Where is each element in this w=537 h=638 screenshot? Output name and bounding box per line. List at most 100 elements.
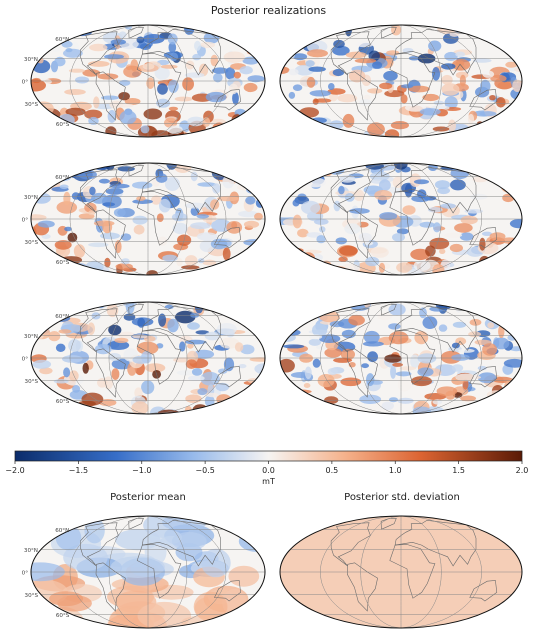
realization-blob xyxy=(218,263,238,272)
coastline xyxy=(128,303,144,316)
coastline xyxy=(330,31,371,76)
realization-blob xyxy=(395,371,412,377)
realization-blob xyxy=(246,48,259,55)
realization-blob xyxy=(247,172,263,187)
realization-blob xyxy=(249,302,265,308)
realization-blob xyxy=(167,125,183,134)
realization-blob xyxy=(392,233,405,242)
realization-blob xyxy=(333,39,345,49)
realization-blob xyxy=(136,341,159,355)
realization-blob xyxy=(132,334,148,339)
realization-blob xyxy=(301,30,314,39)
realization-blob xyxy=(487,322,495,329)
realization-blob xyxy=(513,184,522,191)
realization-blob xyxy=(123,65,142,78)
realization-blob xyxy=(68,370,79,382)
realization-blob xyxy=(496,97,506,108)
realization-blob xyxy=(184,255,198,267)
meridian xyxy=(400,25,482,137)
realization-blob xyxy=(98,178,110,184)
realization-blob xyxy=(59,184,69,190)
meridian xyxy=(400,163,482,275)
realization-blob xyxy=(297,228,309,238)
realization-blob xyxy=(194,40,201,51)
realization-blob xyxy=(348,69,366,83)
realization-blob xyxy=(68,339,81,352)
realization-blob xyxy=(159,198,171,213)
coastline xyxy=(469,89,498,111)
realization-blob xyxy=(460,215,478,225)
realization-blob xyxy=(31,171,37,180)
realization-blob xyxy=(515,26,522,32)
mean-blob xyxy=(228,565,260,587)
realization-blob xyxy=(344,223,361,235)
realization-blob xyxy=(303,383,311,388)
realization-blob xyxy=(200,268,209,275)
realization-blob xyxy=(93,96,100,109)
realization-blob xyxy=(143,34,165,44)
realization-blob xyxy=(332,68,345,77)
realization-blob xyxy=(405,103,426,112)
lat-label: 30°S xyxy=(25,102,39,108)
realization-blob xyxy=(187,343,194,349)
realization-blob xyxy=(479,302,495,308)
realization-blob xyxy=(379,212,398,221)
realization-blob xyxy=(282,104,289,118)
realization-blob xyxy=(281,25,293,38)
realization-blob xyxy=(328,83,335,90)
realization-blob xyxy=(107,340,130,350)
realization-blob xyxy=(38,312,50,327)
meridian xyxy=(360,163,402,275)
realization-blob xyxy=(361,363,369,369)
realization-blob xyxy=(185,359,198,369)
mean-blob xyxy=(234,516,265,533)
realization-blob xyxy=(280,163,296,169)
lat-label: 30°S xyxy=(25,379,39,385)
realization-blob xyxy=(511,390,522,405)
realization-blob xyxy=(449,31,460,37)
realization-blob xyxy=(105,188,124,195)
realization-blob xyxy=(469,406,481,414)
coastline xyxy=(141,305,221,353)
realization-blob xyxy=(114,103,134,108)
realization-blob xyxy=(499,391,515,403)
realization-blob xyxy=(353,189,365,202)
realization-blob xyxy=(31,173,38,180)
realization-blob xyxy=(292,84,303,91)
realization-blob xyxy=(359,394,382,404)
realization-blob xyxy=(88,242,109,248)
realization-blob xyxy=(427,207,443,213)
realization-blob xyxy=(229,266,241,271)
realization-blob xyxy=(392,176,403,188)
map-outline xyxy=(30,24,266,138)
realization-blob xyxy=(158,313,167,327)
realization-blob xyxy=(342,113,355,128)
realization-blob xyxy=(64,226,72,232)
realization-blob xyxy=(246,394,264,408)
realization-blob xyxy=(245,253,254,260)
meridian xyxy=(400,302,442,414)
realization-blob xyxy=(504,252,520,257)
realization-blob xyxy=(243,82,258,93)
realization-blob xyxy=(467,132,475,137)
realization-blob xyxy=(219,337,240,349)
realization-blob xyxy=(292,199,300,207)
realization-blob xyxy=(162,254,178,262)
colorbar-label: mT xyxy=(262,477,275,486)
realization-blob xyxy=(119,110,137,125)
lat-label: 30°N xyxy=(24,195,38,201)
realization-blob xyxy=(386,50,400,56)
map-outline xyxy=(30,162,266,276)
map-panel-1: 60°N 30°N 0° 30°S 60°S xyxy=(22,24,266,138)
realization-blob xyxy=(248,163,265,170)
realization-blob xyxy=(422,316,438,329)
coastline xyxy=(469,366,498,388)
meridian xyxy=(147,516,227,628)
realization-blob xyxy=(508,105,519,112)
realization-blob xyxy=(204,331,220,341)
colorbar-bar xyxy=(14,450,523,462)
realization-blob xyxy=(499,163,513,168)
realization-blob xyxy=(490,74,507,83)
meridian xyxy=(400,25,442,137)
realization-blob xyxy=(181,265,200,270)
